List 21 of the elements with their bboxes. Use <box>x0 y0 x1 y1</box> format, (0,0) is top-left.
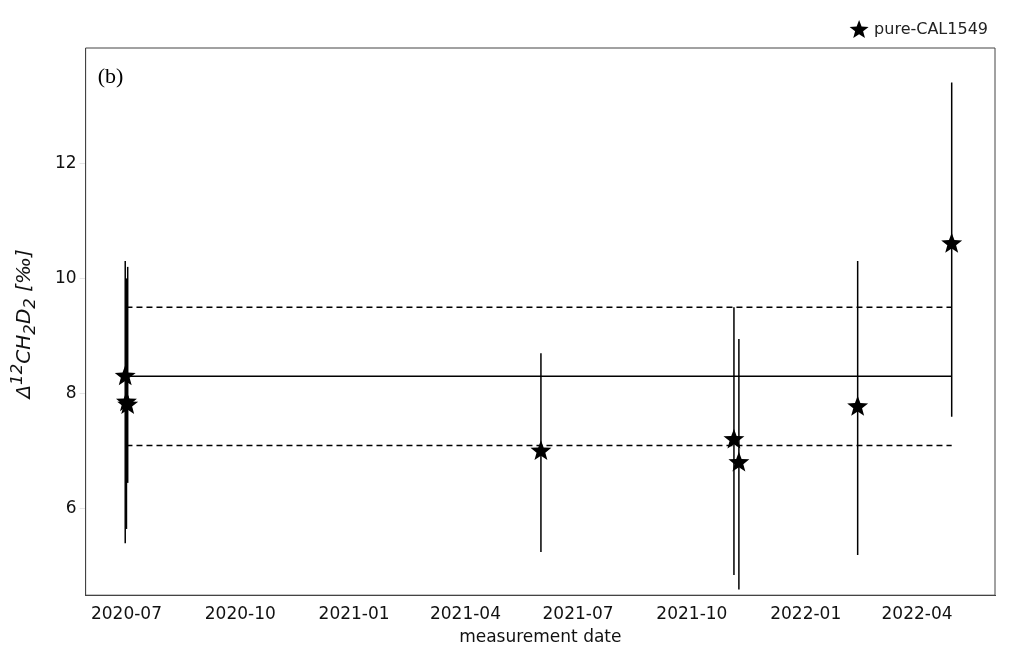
point <box>728 451 750 472</box>
x-tick-label: 2021-01 <box>318 602 390 623</box>
x-tick-label: 2022-04 <box>881 602 953 623</box>
point <box>723 428 745 449</box>
x-tick-label: 2021-10 <box>656 602 728 623</box>
point <box>941 232 963 253</box>
y-tick-label: 8 <box>65 382 77 403</box>
point <box>847 395 869 416</box>
annotation: (b) <box>97 62 124 88</box>
legend-label: pure-CAL1549 <box>874 19 988 39</box>
point <box>114 365 136 386</box>
y-tick-label: 10 <box>54 266 77 287</box>
y-tick-label: 12 <box>54 151 77 172</box>
x-axis-title: measurement date <box>459 626 622 647</box>
y-tick-label: 6 <box>65 497 77 518</box>
x-tick-label: 2020-07 <box>90 602 162 623</box>
point <box>530 440 552 461</box>
x-tick-label: 2021-07 <box>542 602 614 623</box>
x-tick-label: 2021-04 <box>429 602 501 623</box>
x-tick-label: 2022-01 <box>770 602 842 623</box>
x-tick-label: 2020-10 <box>204 602 276 623</box>
